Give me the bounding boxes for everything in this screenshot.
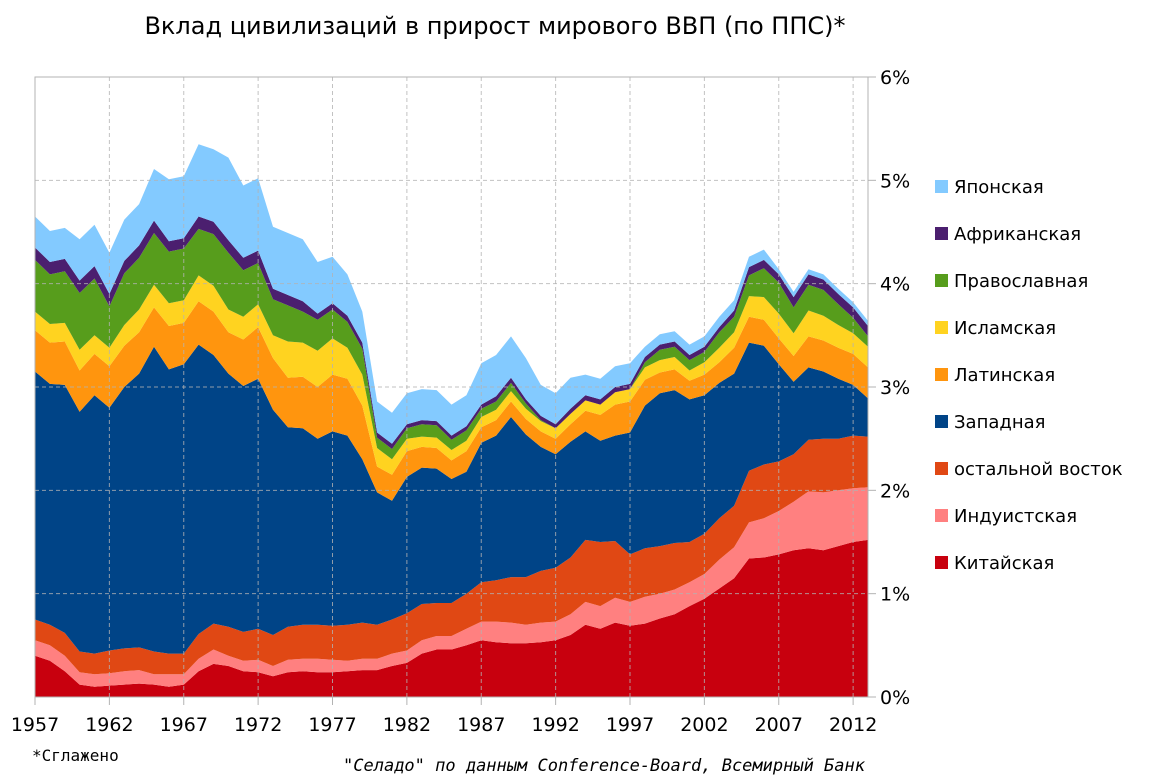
x-tick-label-5: 1982 <box>383 714 431 736</box>
area-series-2 <box>35 435 868 675</box>
legend-swatch-3 <box>935 321 948 334</box>
y-axis: 0% 1% 2% 3% 4% 5% 6% <box>868 67 910 709</box>
x-tick-label-0: 1957 <box>11 714 59 736</box>
x-tick-label-2: 1967 <box>160 714 208 736</box>
grid-layer <box>35 77 868 697</box>
y-tick-label-1: 1% <box>880 584 910 606</box>
x-tick-label-1: 1962 <box>85 714 133 736</box>
legend-label-4: Латинская <box>954 365 1055 386</box>
legend-label-2: Православная <box>954 271 1088 292</box>
legend-label-3: Исламская <box>954 318 1056 339</box>
x-tick-label-7: 1992 <box>531 714 579 736</box>
y-tick-label-3: 3% <box>880 377 910 399</box>
legend-swatch-7 <box>935 509 948 522</box>
legend-swatch-4 <box>935 368 948 381</box>
legend-swatch-5 <box>935 415 948 428</box>
legend-label-1: Африканская <box>954 224 1081 245</box>
area-series-5 <box>35 275 868 475</box>
x-tick-label-11: 2012 <box>829 714 877 736</box>
footnote: *Сглажено <box>32 746 119 765</box>
legend-label-5: Западная <box>954 412 1045 433</box>
legend-label-0: Японская <box>954 177 1044 198</box>
legend-swatch-6 <box>935 462 948 475</box>
x-axis: 1957 1962 1967 1972 1977 1982 1987 1992 1997 2002… <box>11 697 877 736</box>
chart-title: Вклад цивилизаций в прирост мирового ВВП… <box>144 12 846 40</box>
legend-swatch-8 <box>935 556 948 569</box>
legend-swatch-0 <box>935 180 948 193</box>
legend-swatch-2 <box>935 274 948 287</box>
area-layer <box>35 144 868 697</box>
legend: Японская Африканская Православная Исламская… <box>935 177 1123 574</box>
x-tick-label-9: 2002 <box>680 714 728 736</box>
y-tick-label-2: 2% <box>880 480 910 502</box>
x-tick-label-4: 1977 <box>308 714 356 736</box>
x-tick-label-3: 1972 <box>234 714 282 736</box>
legend-label-7: Индуистская <box>954 506 1077 527</box>
area-series-0 <box>35 539 868 697</box>
area-series-6 <box>35 228 868 460</box>
y-tick-label-4: 4% <box>880 274 910 296</box>
area-series-4 <box>35 301 868 501</box>
legend-label-6: остальной восток <box>954 459 1123 480</box>
x-tick-label-10: 2007 <box>755 714 803 736</box>
area-series-8 <box>35 144 868 444</box>
area-series-1 <box>35 487 868 687</box>
x-tick-label-6: 1987 <box>457 714 505 736</box>
area-series-3 <box>35 342 868 654</box>
x-tick-label-8: 1997 <box>606 714 654 736</box>
y-tick-label-6: 6% <box>880 67 910 89</box>
y-tick-label-5: 5% <box>880 170 910 192</box>
legend-swatch-1 <box>935 227 948 240</box>
legend-label-8: Китайская <box>954 553 1054 574</box>
y-tick-label-0: 0% <box>880 687 910 709</box>
source-note: "Селадо" по данным Conference-Board, Все… <box>343 756 865 776</box>
